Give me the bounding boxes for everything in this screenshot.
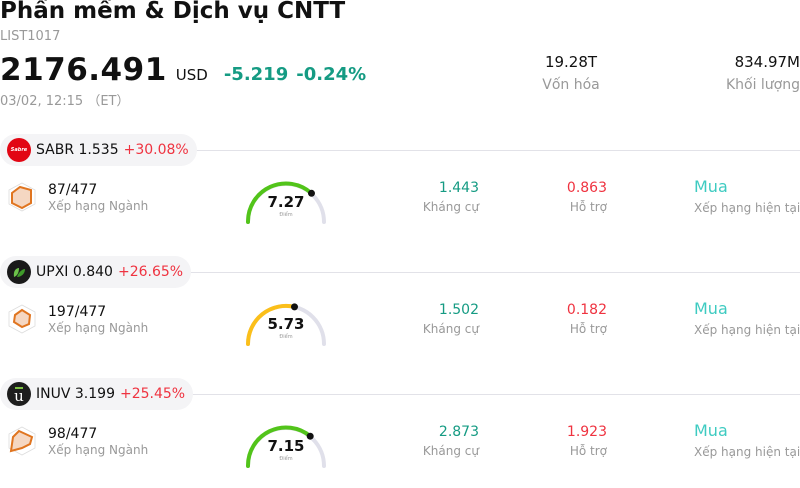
resistance-label: Kháng cự [422,200,479,214]
support-label: Hỗ trợ [569,322,607,336]
current-rating: Mua Xếp hạng hiện tại [694,421,800,459]
rank-label: Xếp hạng Ngành [48,199,149,213]
resistance: 1.502 Kháng cự [423,302,479,336]
timestamp: 03/02, 12:15 （ET） [0,94,130,109]
stat-value: 834.97M [734,53,800,71]
score-label: Điểm [279,212,293,218]
rank-label: Xếp hạng Ngành [48,443,149,457]
rank-value: 197/477 [48,304,107,320]
divider [196,150,800,151]
resistance-value: 1.502 [438,302,479,318]
gauge-marker-icon [291,303,298,311]
support-value: 1.923 [566,424,607,440]
rating-value: Mua [694,177,728,196]
resistance: 2.873 Kháng cự [423,424,479,458]
support: 0.863 Hỗ trợ [567,180,607,214]
index-code: LIST1017 [0,29,61,44]
price-row: 2176.491 USD -5.219 -0.24% [0,52,366,88]
resistance: 1.443 Kháng cự [423,180,479,214]
gauge-marker-icon [306,432,314,440]
stock-symbol-price: INUV 3.199 [36,386,115,402]
currency: USD [175,66,208,84]
support-label: Hỗ trợ [569,444,607,458]
score-label: Điểm [279,334,293,340]
score-gauge: 5.73 Điểm [244,296,328,348]
radar-chart-icon [8,426,36,456]
stock-section: u INUV 3.199 +25.45% 98/477 Xếp hạng Ngà… [0,378,800,488]
support-value: 0.182 [566,302,607,318]
divider [190,272,800,273]
stock-change-pct: +30.08% [123,142,189,158]
radar-chart-icon [8,304,36,334]
stock-symbol-price: UPXI 0.840 [36,264,113,280]
stock-section: UPXI 0.840 +26.65% 197/477 Xếp hạng Ngàn… [0,256,800,378]
stock-pill[interactable]: UPXI 0.840 +26.65% [0,256,192,288]
stock-change-pct: +26.65% [117,264,184,280]
score-value: 7.27 [267,193,305,211]
index-price: 2176.491 [0,52,167,88]
score-label: Điểm [279,456,293,462]
score-gauge: 7.15 Điểm [244,418,328,470]
support-label: Hỗ trợ [569,200,607,214]
rank-value: 98/477 [48,426,98,442]
rank-label: Xếp hạng Ngành [48,321,149,335]
stat-volume: 834.97M Khối lượng [726,53,800,93]
stock-symbol-price: SABR 1.535 [36,142,119,158]
rating-label: Xếp hạng hiện tại [694,323,800,337]
score-gauge: 7.27 Điểm [244,174,328,226]
rating-value: Mua [694,299,728,318]
gauge-marker-icon [308,189,315,197]
stat-market-cap: 19.28T Vốn hóa [536,53,606,93]
divider [192,394,800,395]
leaf-logo-icon [7,260,31,284]
resistance-value: 1.443 [438,180,479,196]
sabre-logo-icon: Sabre [7,138,31,162]
support: 1.923 Hỗ trợ [567,424,607,458]
rating-label: Xếp hạng hiện tại [694,201,800,215]
resistance-value: 2.873 [438,424,479,440]
page-title: Phần mềm & Dịch vụ CNTT [0,0,346,24]
inuvo-logo-icon: u [7,382,31,406]
current-rating: Mua Xếp hạng hiện tại [694,299,800,337]
industry-rank: 197/477 Xếp hạng Ngành [48,304,148,335]
stock-pill[interactable]: u INUV 3.199 +25.45% [0,378,194,410]
rating-label: Xếp hạng hiện tại [694,445,800,459]
stock-section: Sabre SABR 1.535 +30.08% 87/477 Xếp hạng… [0,134,800,256]
stock-pill[interactable]: Sabre SABR 1.535 +30.08% [0,134,197,166]
stock-change-pct: +25.45% [119,386,186,402]
resistance-label: Kháng cự [422,444,479,458]
support: 0.182 Hỗ trợ [567,302,607,336]
radar-chart-icon [8,182,36,212]
rank-value: 87/477 [48,182,98,198]
resistance-label: Kháng cự [422,322,479,336]
price-change: -5.219 [223,64,289,85]
stat-label: Khối lượng [725,77,800,93]
current-rating: Mua Xếp hạng hiện tại [694,177,800,215]
industry-rank: 87/477 Xếp hạng Ngành [48,182,148,213]
industry-rank: 98/477 Xếp hạng Ngành [48,426,148,457]
support-value: 0.863 [566,180,607,196]
rating-value: Mua [694,421,728,440]
price-change-pct: -0.24% [296,64,367,85]
score-value: 7.15 [267,437,305,455]
stat-label: Vốn hóa [542,77,600,93]
stat-value: 19.28T [544,53,598,71]
score-value: 5.73 [267,315,305,333]
